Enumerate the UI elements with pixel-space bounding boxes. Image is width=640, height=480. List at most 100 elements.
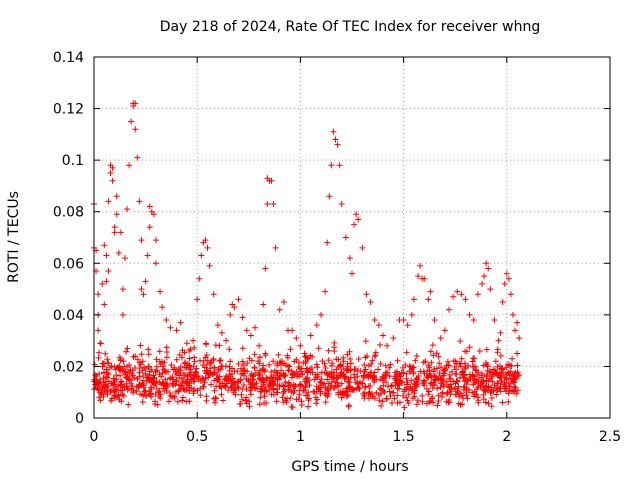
data-point (117, 372, 124, 379)
data-point (462, 364, 469, 371)
data-point (325, 357, 332, 364)
data-point (225, 377, 232, 384)
data-point (280, 399, 287, 406)
data-point (258, 389, 265, 396)
data-point (263, 374, 270, 381)
data-point (276, 372, 283, 379)
data-point (324, 386, 331, 393)
data-point (425, 362, 432, 369)
data-point (188, 384, 195, 391)
data-point (505, 390, 512, 397)
data-point (476, 347, 483, 354)
data-point (255, 370, 262, 377)
data-point (492, 358, 499, 365)
data-point (133, 388, 140, 395)
data-point (394, 399, 401, 406)
data-point (451, 363, 458, 370)
data-point (446, 306, 453, 313)
data-point (385, 383, 392, 390)
data-point (466, 371, 473, 378)
data-point (124, 206, 131, 213)
y-tick-label: 0.06 (53, 256, 84, 272)
data-point (109, 177, 116, 184)
data-point (191, 354, 198, 361)
data-point (296, 381, 303, 388)
data-point (483, 378, 490, 385)
data-point (345, 402, 352, 409)
data-point (446, 375, 453, 382)
data-point (218, 329, 225, 336)
data-point (386, 373, 393, 380)
data-point (414, 375, 421, 382)
x-tick-label: 1 (296, 429, 305, 445)
data-point (134, 154, 141, 161)
data-point (433, 365, 440, 372)
data-point (259, 386, 266, 393)
data-point (284, 395, 291, 402)
data-point (168, 361, 175, 368)
data-point (470, 381, 477, 388)
data-point (325, 385, 332, 392)
data-point (156, 388, 163, 395)
data-point (119, 367, 126, 374)
data-point (199, 375, 206, 382)
data-point (494, 387, 501, 394)
data-point (344, 351, 351, 358)
data-point (111, 381, 118, 388)
data-point (415, 273, 422, 280)
data-point (246, 398, 253, 405)
data-point (505, 398, 512, 405)
data-point (187, 366, 194, 373)
data-point (240, 382, 247, 389)
data-point (404, 322, 411, 329)
data-point (404, 379, 411, 386)
data-point (318, 311, 325, 318)
data-point (293, 356, 300, 363)
data-point (266, 361, 273, 368)
data-point (403, 394, 410, 401)
data-point (345, 375, 352, 382)
data-point (129, 382, 136, 389)
data-point (194, 296, 201, 303)
data-point (342, 234, 349, 241)
data-point (297, 382, 304, 389)
data-point (380, 374, 387, 381)
data-point (111, 363, 118, 370)
data-point (163, 387, 170, 394)
data-point (380, 382, 387, 389)
data-point (427, 372, 434, 379)
data-point (379, 398, 386, 405)
data-point (206, 365, 213, 372)
data-point (230, 389, 237, 396)
data-point (187, 376, 194, 383)
data-point (286, 363, 293, 370)
data-point (228, 380, 235, 387)
data-point (285, 386, 292, 393)
data-point (482, 399, 489, 406)
data-point (188, 376, 195, 383)
y-tick-label: 0.1 (62, 153, 84, 169)
data-point (307, 332, 314, 339)
data-point (240, 372, 247, 379)
data-point (328, 369, 335, 376)
data-point (413, 378, 420, 385)
data-point (215, 366, 222, 373)
data-point (183, 340, 190, 347)
data-point (344, 378, 351, 385)
data-point (132, 100, 139, 107)
data-point (485, 400, 492, 407)
data-point (471, 375, 478, 382)
data-point (347, 360, 354, 367)
data-point (251, 351, 258, 358)
data-point (272, 244, 279, 251)
data-point (357, 368, 364, 375)
data-point (186, 355, 193, 362)
data-point (201, 367, 208, 374)
data-point (174, 368, 181, 375)
data-point (495, 337, 502, 344)
data-point (514, 387, 521, 394)
data-point (435, 392, 442, 399)
data-point (485, 265, 492, 272)
data-point (389, 382, 396, 389)
data-point (503, 375, 510, 382)
